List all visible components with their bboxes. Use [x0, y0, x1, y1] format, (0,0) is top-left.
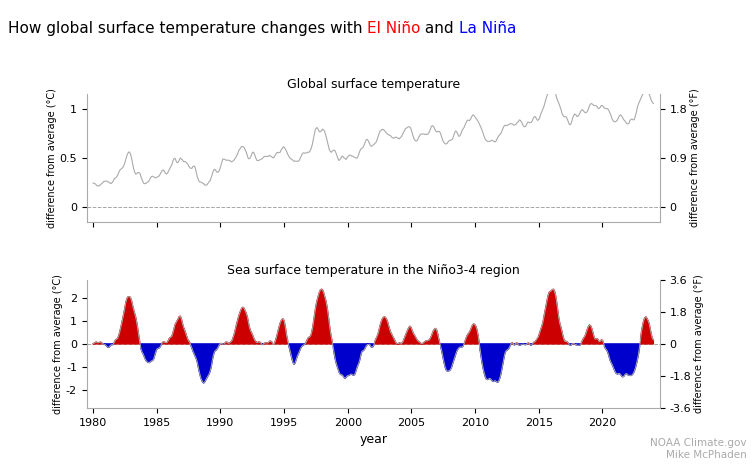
Y-axis label: difference from average (°C): difference from average (°C): [53, 274, 63, 414]
Y-axis label: difference from average (°C): difference from average (°C): [47, 88, 57, 228]
X-axis label: year: year: [359, 433, 388, 446]
Text: La Niña: La Niña: [458, 21, 516, 36]
Y-axis label: difference from average (°F): difference from average (°F): [690, 89, 700, 227]
Title: Global surface temperature: Global surface temperature: [287, 78, 460, 91]
Text: and: and: [420, 21, 458, 36]
Title: Sea surface temperature in the Niño3-4 region: Sea surface temperature in the Niño3-4 r…: [227, 264, 520, 277]
Text: NOAA Climate.gov
Mike McPhaden: NOAA Climate.gov Mike McPhaden: [650, 438, 746, 460]
Y-axis label: difference from average (°F): difference from average (°F): [694, 274, 704, 413]
Text: El Niño: El Niño: [367, 21, 420, 36]
Text: How global surface temperature changes with: How global surface temperature changes w…: [8, 21, 367, 36]
